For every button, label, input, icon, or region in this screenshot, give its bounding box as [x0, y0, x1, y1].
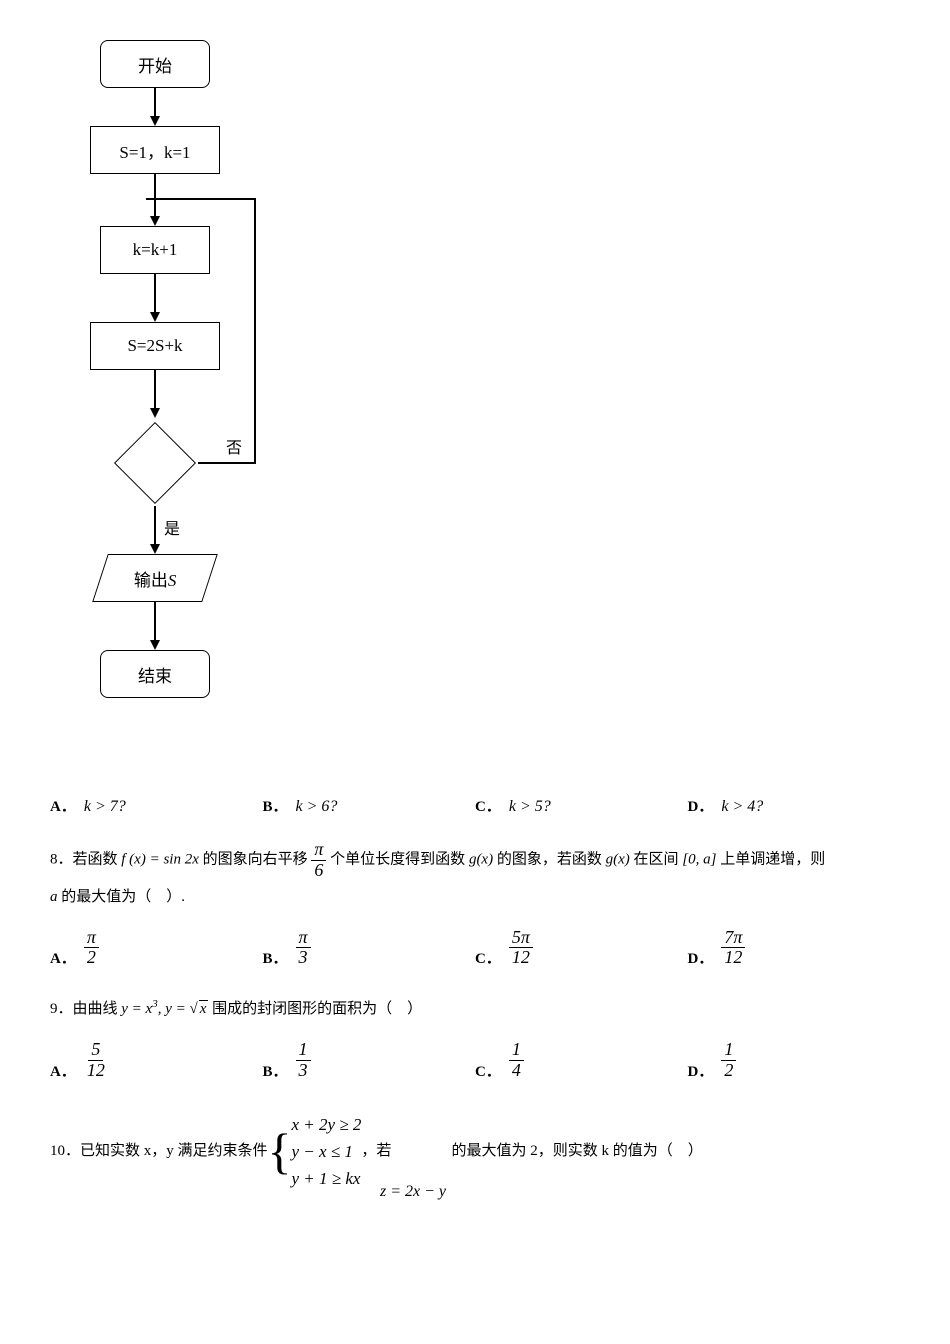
arrow-head-icon [150, 544, 160, 554]
q7-options: A． k > 7? B． k > 6? C． k > 5? D． k > 4? [50, 795, 900, 816]
opt-label-B: B． [263, 795, 288, 816]
flow-output: 输出S [92, 554, 218, 602]
q10: 10．已知实数 x，y 满足约束条件 { x + 2y ≥ 2 y − x ≤ … [50, 1111, 920, 1193]
opt-label-D: D． [688, 947, 714, 968]
opt-label-B: B． [263, 947, 288, 968]
opt-label-A: A． [50, 795, 76, 816]
opt-label-B: B． [263, 1060, 288, 1081]
arrow [154, 174, 156, 218]
label-yes: 是 [164, 515, 180, 539]
q9-options: A．512 B．13 C．14 D．12 [50, 1040, 900, 1081]
q8-options: A．π2 B．π3 C．5π12 D．7π12 [50, 928, 900, 969]
arrow-head-icon [150, 408, 160, 418]
arrow-head-icon [150, 640, 160, 650]
opt-D-text: k > 4? [721, 798, 763, 816]
label-no: 否 [226, 434, 242, 458]
flowchart: 开始 S=1，k=1 k=k+1 S=2S+k 否 是 输出S 结束 [50, 40, 310, 760]
arrow [154, 88, 156, 118]
opt-B-text: k > 6? [296, 798, 338, 816]
opt-C-text: k > 5? [509, 798, 551, 816]
arrow [198, 462, 254, 464]
opt-label-D: D． [688, 1060, 714, 1081]
arrow-head-icon [150, 312, 160, 322]
flow-init: S=1，k=1 [90, 126, 220, 174]
flow-step1: k=k+1 [100, 226, 210, 274]
opt-label-A: A． [50, 947, 76, 968]
q9: 9．由曲线 y = x3, y = √x 围成的封闭图形的面积为（ ） [50, 992, 920, 1026]
opt-label-C: C． [475, 1060, 501, 1081]
opt-label-D: D． [688, 795, 714, 816]
arrow [154, 506, 156, 546]
flow-step2: S=2S+k [90, 322, 220, 370]
arrow-head-icon [150, 216, 160, 226]
arrow-head-icon [150, 116, 160, 126]
arrow [154, 274, 156, 314]
flow-start: 开始 [100, 40, 210, 88]
z-expression: z = 2x − y [380, 1174, 446, 1209]
arrow [254, 200, 256, 464]
opt-A-text: k > 7? [84, 798, 126, 816]
flow-decision [112, 420, 198, 506]
opt-label-C: C． [475, 947, 501, 968]
q8: 8．若函数 f (x) = sin 2x 的图象向右平移 π6 个单位长度得到函… [50, 840, 920, 914]
arrow [154, 370, 156, 410]
arrow [154, 602, 156, 642]
opt-label-A: A． [50, 1060, 76, 1081]
arrow [156, 198, 256, 200]
opt-label-C: C． [475, 795, 501, 816]
flow-end: 结束 [100, 650, 210, 698]
